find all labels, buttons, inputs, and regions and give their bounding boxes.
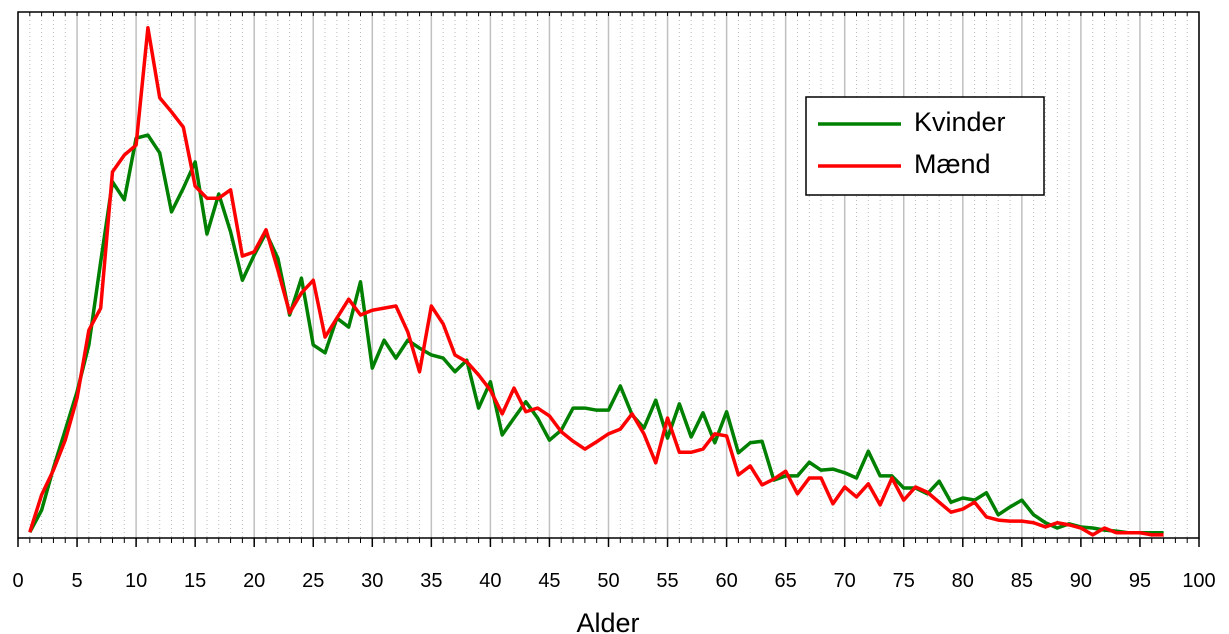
x-tick-label: 100 xyxy=(1182,570,1215,592)
x-tick-label: 75 xyxy=(893,570,915,592)
x-tick-label: 20 xyxy=(243,570,265,592)
x-tick-label: 60 xyxy=(715,570,737,592)
ticks: 0 5 10 15 20 25 30 35 40 45 50 55 60 65 70 75 80 85 90 95 10… xyxy=(12,12,1216,592)
x-tick-label: 25 xyxy=(302,570,324,592)
x-tick-label: 80 xyxy=(952,570,974,592)
x-tick-label: 35 xyxy=(420,570,442,592)
x-tick-label: 45 xyxy=(538,570,560,592)
x-tick-label: 95 xyxy=(1129,570,1151,592)
x-tick-label: 15 xyxy=(184,570,206,592)
x-tick-label: 5 xyxy=(71,570,82,592)
x-tick-label: 70 xyxy=(834,570,856,592)
lines xyxy=(28,26,1164,537)
legend-label: Mænd xyxy=(914,149,991,179)
x-axis-label: Alder xyxy=(576,608,639,634)
x-tick-label: 55 xyxy=(656,570,678,592)
legend-box xyxy=(805,96,1045,196)
x-tick-label: 65 xyxy=(775,570,797,592)
series-line xyxy=(28,133,1164,535)
legend-label: Kvinder xyxy=(914,107,1006,137)
x-tick-label: 0 xyxy=(12,570,23,592)
x-tick-label: 85 xyxy=(1011,570,1033,592)
x-tick-label: 30 xyxy=(361,570,383,592)
grid xyxy=(17,12,1200,538)
series-line xyxy=(28,26,1164,537)
legend: Kvinder Mænd xyxy=(805,96,1045,196)
x-tick-label: 90 xyxy=(1070,570,1092,592)
x-tick-label: 50 xyxy=(597,570,619,592)
x-tick-label: 10 xyxy=(125,570,147,592)
x-tick-label: 40 xyxy=(479,570,501,592)
